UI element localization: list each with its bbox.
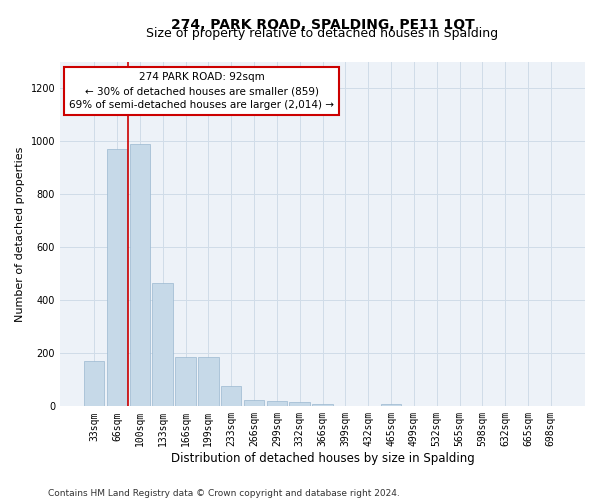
Bar — [175, 358, 196, 406]
Text: Contains HM Land Registry data © Crown copyright and database right 2024.: Contains HM Land Registry data © Crown c… — [48, 488, 400, 498]
Bar — [107, 149, 127, 406]
Bar — [244, 400, 264, 406]
Title: Size of property relative to detached houses in Spalding: Size of property relative to detached ho… — [146, 26, 499, 40]
Bar — [221, 386, 241, 406]
Text: 274 PARK ROAD: 92sqm
← 30% of detached houses are smaller (859)
69% of semi-deta: 274 PARK ROAD: 92sqm ← 30% of detached h… — [69, 72, 334, 110]
Bar — [152, 283, 173, 406]
Bar — [130, 144, 150, 406]
Bar — [312, 404, 333, 406]
X-axis label: Distribution of detached houses by size in Spalding: Distribution of detached houses by size … — [170, 452, 475, 465]
Bar — [198, 358, 218, 406]
Y-axis label: Number of detached properties: Number of detached properties — [15, 146, 25, 322]
Text: 274, PARK ROAD, SPALDING, PE11 1QT: 274, PARK ROAD, SPALDING, PE11 1QT — [170, 18, 475, 32]
Bar — [84, 362, 104, 406]
Bar — [266, 401, 287, 406]
Bar — [289, 402, 310, 406]
Bar — [381, 404, 401, 406]
